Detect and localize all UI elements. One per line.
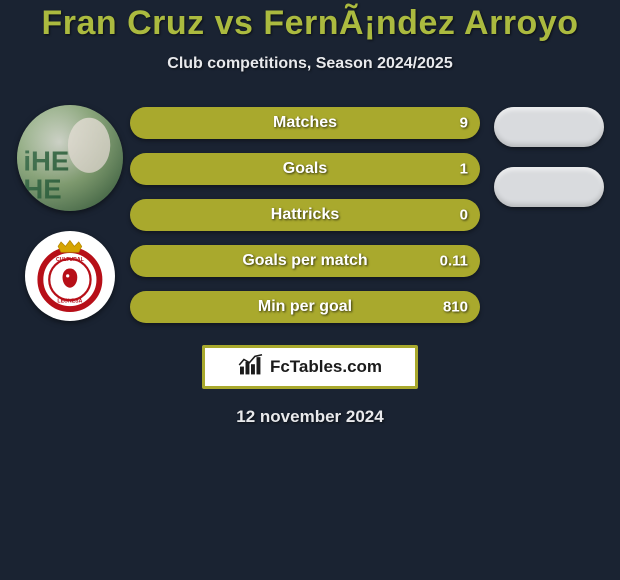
stat-label: Min per goal [258, 298, 352, 316]
player-avatar: iHE HE [17, 105, 123, 211]
main-row: iHE HE CULTURAL LEONESA [0, 101, 620, 323]
left-column: iHE HE CULTURAL LEONESA [10, 101, 130, 321]
infographic-root: Fran Cruz vs FernÃ¡ndez Arroyo Club comp… [0, 0, 620, 427]
page-title: Fran Cruz vs FernÃ¡ndez Arroyo [0, 4, 620, 43]
stat-value-a: 0.11 [440, 253, 468, 270]
stat-bar-hattricks: Hattricks 0 [130, 199, 480, 231]
stat-value-a: 0 [460, 207, 468, 224]
stat-bar-gpm: Goals per match 0.11 [130, 245, 480, 277]
brand-box: FcTables.com [202, 345, 418, 389]
club-badge: CULTURAL LEONESA [25, 231, 115, 321]
svg-text:iHE: iHE [23, 146, 69, 177]
stat-label: Goals [283, 160, 327, 178]
date-line: 12 november 2024 [0, 407, 620, 427]
stat-value-a: 1 [460, 161, 468, 178]
stat-value-a: 9 [460, 115, 468, 132]
comparison-pill [494, 167, 604, 207]
right-column [480, 101, 610, 207]
stat-label: Hattricks [271, 206, 339, 224]
stat-label: Goals per match [242, 252, 367, 270]
chart-icon [238, 354, 264, 381]
stat-value-a: 810 [443, 299, 468, 316]
comparison-pill [494, 107, 604, 147]
svg-text:LEONESA: LEONESA [58, 299, 83, 305]
svg-text:HE: HE [23, 173, 61, 204]
svg-text:CULTURAL: CULTURAL [56, 257, 84, 263]
page-subtitle: Club competitions, Season 2024/2025 [0, 55, 620, 73]
stat-bar-goals: Goals 1 [130, 153, 480, 185]
stat-bar-mpg: Min per goal 810 [130, 291, 480, 323]
stat-bars: Matches 9 Goals 1 Hattricks 0 Goals per … [130, 101, 480, 323]
stat-label: Matches [273, 114, 337, 132]
brand-text: FcTables.com [270, 357, 382, 377]
stat-bar-matches: Matches 9 [130, 107, 480, 139]
